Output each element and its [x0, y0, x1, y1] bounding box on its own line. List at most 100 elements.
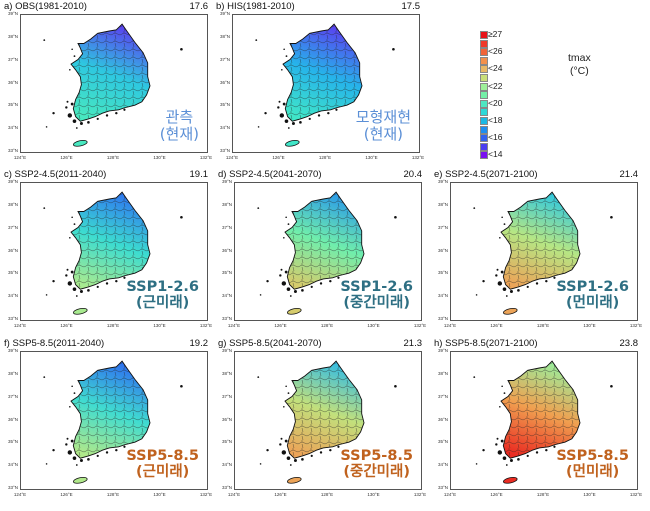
plot-area: 관측 (현재): [20, 14, 208, 153]
legend-label: <24: [488, 63, 503, 74]
annotation-line: SSP1-2.6: [340, 278, 413, 295]
panel-title: g) SSP5-8.5(2041-2070): [218, 338, 322, 349]
x-tick-label: 124°E: [227, 323, 241, 328]
korea-choropleth-map: [473, 191, 613, 315]
jeju-island: [73, 476, 88, 484]
jeju-island: [73, 307, 88, 315]
y-tick-label: 39°N: [221, 348, 232, 353]
scenario-annotation: 관측 (현재): [160, 109, 199, 143]
scenario-annotation: SSP5-8.5 (먼미래): [556, 448, 629, 480]
y-tick-label: 36°N: [437, 247, 448, 253]
legend-variable: tmax: [568, 52, 591, 64]
panel-title: d) SSP2-4.5(2041-2070): [218, 169, 322, 180]
annotation-line: SSP1-2.6: [556, 278, 629, 295]
x-tick-label: 132°E: [199, 492, 213, 497]
y-tick-label: 34°N: [437, 462, 448, 468]
y-tick-label: 38°N: [7, 201, 18, 207]
y-tick-label: 39°N: [7, 348, 18, 353]
panel-title: h) SSP5-8.5(2071-2100): [434, 338, 538, 349]
x-tick-label: 130°E: [365, 155, 378, 160]
y-tick-label: 38°N: [7, 370, 18, 376]
y-tick-label: 35°N: [7, 102, 18, 108]
annotation-line: (중간미래): [343, 294, 410, 311]
map-panel-c: c) SSP2-4.5(2011-2040) 19.1 SSP1-2.6 (근미래) 3…: [0, 168, 212, 336]
y-tick-label: 36°N: [221, 416, 232, 422]
y-tick-label: 37°N: [7, 393, 18, 399]
x-tick-label: 130°E: [367, 323, 380, 328]
y-tick-label: 39°N: [437, 179, 448, 184]
scenario-annotation: SSP5-8.5 (중간미래): [340, 448, 413, 480]
korea-choropleth-map: [43, 23, 183, 147]
panel-mean-value: 19.2: [189, 338, 209, 349]
jeju-island: [73, 139, 88, 147]
x-tick-label: 126°E: [272, 155, 285, 160]
korea-choropleth-map: [257, 360, 397, 484]
legend-swatch: [480, 142, 488, 151]
y-tick-label: 39°N: [7, 11, 18, 16]
jeju-island: [287, 476, 302, 484]
panel-title: a) OBS(1981-2010): [4, 1, 87, 12]
legend-swatch: [480, 99, 488, 108]
y-tick-label: 37°N: [7, 224, 18, 230]
y-tick-label: 33°N: [7, 316, 18, 321]
y-tick-label: 35°N: [221, 439, 232, 445]
map-panel-b: b) HIS(1981-2010) 17.5 모형재현 (현재) 33°N 34°N 35°…: [212, 0, 424, 168]
legend-label: <16: [488, 132, 503, 143]
legend-title: tmax (°C): [568, 52, 591, 78]
panel-title: e) SSP2-4.5(2071-2100): [434, 169, 538, 180]
x-tick-label: 126°E: [274, 492, 287, 497]
x-tick-label: 132°E: [411, 155, 425, 160]
map-panel-g: g) SSP5-8.5(2041-2070) 21.3 SSP5-8.5 (중간미래)…: [214, 337, 426, 505]
x-tick-label: 124°E: [443, 492, 457, 497]
annotation-line: SSP1-2.6: [126, 278, 199, 295]
x-tick-label: 126°E: [490, 323, 503, 328]
y-tick-label: 37°N: [221, 224, 232, 230]
y-tick-label: 37°N: [7, 56, 18, 62]
y-tick-label: 39°N: [7, 179, 18, 184]
plot-area: SSP5-8.5 (중간미래): [234, 351, 422, 490]
y-tick-label: 33°N: [221, 316, 232, 321]
x-tick-label: 124°E: [13, 492, 27, 497]
x-tick-label: 132°E: [413, 492, 427, 497]
legend-swatch: [480, 56, 488, 65]
jeju-island: [285, 139, 300, 147]
y-tick-label: 38°N: [221, 201, 232, 207]
x-tick-label: 130°E: [583, 492, 596, 497]
map-panel-e: e) SSP2-4.5(2071-2100) 21.4 SSP1-2.6 (먼미래) 3…: [430, 168, 642, 336]
plot-area: SSP1-2.6 (근미래): [20, 182, 208, 321]
y-tick-label: 36°N: [437, 416, 448, 422]
panel-title: b) HIS(1981-2010): [216, 1, 295, 12]
legend-unit: (°C): [569, 65, 589, 78]
y-tick-label: 35°N: [219, 102, 230, 108]
legend-label: <20: [488, 97, 503, 108]
x-tick-label: 132°E: [629, 492, 643, 497]
scenario-annotation: SSP5-8.5 (근미래): [126, 448, 199, 480]
annotation-line: (현재): [159, 125, 199, 144]
y-tick-label: 38°N: [221, 370, 232, 376]
annotation-line: (근미래): [136, 463, 190, 480]
map-panel-f: f) SSP5-8.5(2011-2040) 19.2 SSP5-8.5 (근미래) 3…: [0, 337, 212, 505]
plot-area: SSP1-2.6 (중간미래): [234, 182, 422, 321]
legend-swatch: [480, 31, 488, 39]
jeju-island: [503, 307, 518, 315]
y-tick-label: 38°N: [219, 33, 230, 39]
x-tick-label: 128°E: [318, 155, 332, 160]
y-tick-label: 36°N: [219, 79, 230, 85]
legend-swatch: [480, 108, 488, 117]
y-tick-label: 35°N: [437, 270, 448, 276]
y-tick-label: 37°N: [219, 56, 230, 62]
scenario-annotation: 모형재현 (현재): [356, 109, 411, 143]
scenario-annotation: SSP1-2.6 (근미래): [126, 279, 199, 311]
panel-mean-value: 17.5: [401, 1, 421, 12]
y-tick-label: 39°N: [221, 179, 232, 184]
y-tick-label: 36°N: [7, 416, 18, 422]
y-tick-label: 34°N: [221, 293, 232, 299]
annotation-line: SSP5-8.5: [126, 447, 199, 464]
y-tick-label: 33°N: [219, 148, 230, 153]
y-tick-label: 36°N: [7, 79, 18, 85]
y-tick-label: 37°N: [221, 393, 232, 399]
panel-mean-value: 20.4: [403, 169, 423, 180]
x-tick-label: 128°E: [320, 492, 334, 497]
panel-title: c) SSP2-4.5(2011-2040): [4, 169, 107, 180]
x-tick-label: 132°E: [629, 323, 643, 328]
